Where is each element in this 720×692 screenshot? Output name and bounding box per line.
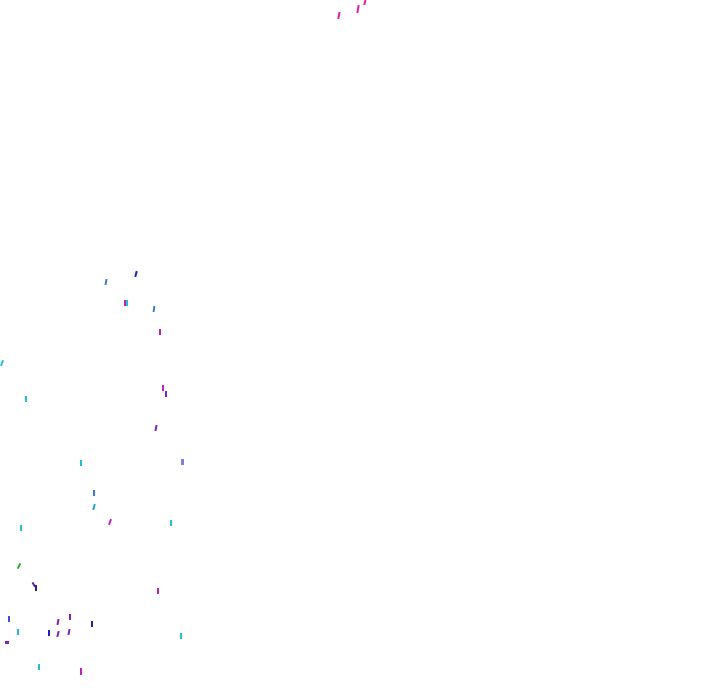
confetti-piece — [38, 664, 40, 670]
confetti-piece — [0, 359, 4, 367]
confetti-piece — [356, 4, 360, 14]
confetti-piece — [134, 270, 138, 278]
confetti-piece — [20, 525, 22, 531]
confetti-piece — [165, 391, 167, 397]
confetti-piece — [337, 11, 341, 20]
confetti-piece — [16, 562, 22, 570]
confetti-piece — [67, 628, 71, 636]
confetti-piece — [154, 424, 158, 432]
confetti-piece — [363, 0, 367, 6]
confetti-piece — [92, 503, 96, 511]
confetti-piece — [181, 459, 184, 465]
confetti-piece — [31, 581, 36, 588]
confetti-piece — [69, 614, 71, 620]
confetti-piece — [56, 618, 60, 626]
confetti-piece — [180, 633, 182, 639]
confetti-piece — [48, 630, 50, 636]
confetti-piece — [152, 305, 156, 313]
confetti-piece — [5, 641, 9, 644]
confetti-piece — [35, 585, 37, 591]
confetti-piece — [56, 630, 60, 638]
confetti-piece — [170, 520, 172, 526]
confetti-piece — [17, 629, 19, 635]
confetti-piece — [126, 300, 128, 306]
confetti-piece — [157, 588, 159, 594]
confetti — [0, 0, 367, 675]
confetti-piece — [8, 616, 10, 622]
confetti-piece — [104, 278, 108, 286]
confetti-piece — [91, 621, 93, 627]
confetti-piece — [80, 668, 82, 675]
confetti-piece — [80, 460, 82, 466]
confetti-piece — [25, 396, 27, 402]
confetti-piece — [93, 490, 95, 496]
confetti-piece — [124, 300, 126, 306]
confetti-piece — [159, 329, 161, 335]
confetti-piece — [108, 518, 112, 526]
confetti-piece — [162, 385, 164, 391]
